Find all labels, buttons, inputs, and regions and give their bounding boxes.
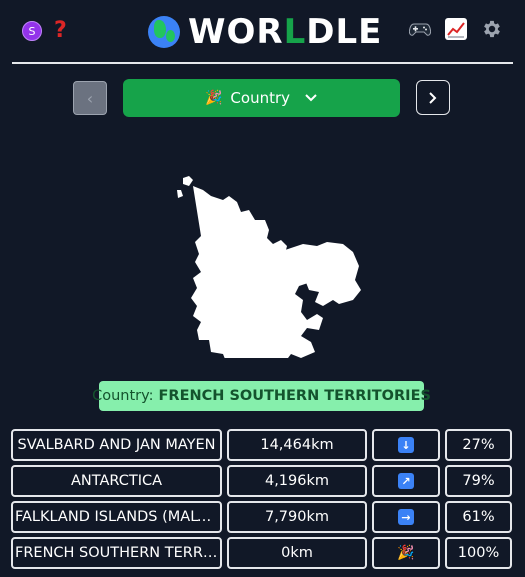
logo-prefix: WOR	[188, 12, 284, 52]
next-mode-button[interactable]	[416, 80, 450, 115]
avatar[interactable]: S	[22, 21, 42, 41]
arrow-up-right-icon: ↗	[398, 473, 414, 489]
guess-direction: ↗	[372, 465, 440, 497]
controller-icon[interactable]	[409, 18, 431, 40]
chevron-right-icon	[429, 91, 437, 104]
logo-text: WORLDLE	[188, 12, 382, 52]
guess-country: FALKLAND ISLANDS (MALVINAS)	[11, 501, 222, 533]
guess-distance: 7,790km	[227, 501, 367, 533]
guess-direction: ↓	[372, 429, 440, 461]
logo-suffix: DLE	[306, 12, 383, 52]
party-popper-icon: 🎉	[204, 90, 223, 106]
guess-country: ANTARCTICA	[11, 465, 222, 497]
header: S ? WORLDLE	[12, 0, 513, 64]
question-mark-icon[interactable]: ?	[54, 18, 67, 43]
mode-dropdown-button[interactable]: 🎉 Country	[123, 79, 400, 117]
guess-direction: 🎉	[372, 537, 440, 569]
guess-distance: 14,464km	[227, 429, 367, 461]
guess-country-text: SVALBARD AND JAN MAYEN	[17, 437, 216, 453]
guess-country: FRENCH SOUTHERN TERRITORIES	[11, 537, 222, 569]
mode-label: Country	[230, 89, 291, 107]
guess-distance: 4,196km	[227, 465, 367, 497]
guess-row: FRENCH SOUTHERN TERRITORIES 0km 🎉 100%	[11, 537, 512, 569]
guess-direction: →	[372, 501, 440, 533]
guess-row: ANTARCTICA 4,196km ↗ 79%	[11, 465, 512, 497]
chart-icon[interactable]	[445, 18, 467, 40]
answer-value: FRENCH SOUTHERN TERRITORIES	[158, 388, 431, 404]
guess-distance: 0km	[227, 537, 367, 569]
header-left: S ?	[22, 20, 67, 42]
country-silhouette	[177, 176, 361, 358]
gear-icon[interactable]	[481, 18, 503, 40]
logo: WORLDLE	[148, 12, 382, 52]
guess-row: FALKLAND ISLANDS (MALVINAS) 7,790km → 61…	[11, 501, 512, 533]
header-right	[409, 18, 503, 40]
guess-row: SVALBARD AND JAN MAYEN 14,464km ↓ 27%	[11, 429, 512, 461]
guess-country: SVALBARD AND JAN MAYEN	[11, 429, 222, 461]
guess-percent: 27%	[445, 429, 512, 461]
chevron-down-icon	[305, 94, 317, 102]
chevron-left-icon: ‹	[86, 88, 94, 108]
guess-country-text: FALKLAND ISLANDS (MALVINAS)	[15, 509, 218, 525]
globe-icon	[148, 16, 180, 48]
answer-label: Country:	[92, 388, 154, 404]
party-popper-icon: 🎉	[397, 545, 415, 561]
arrow-right-icon: →	[398, 509, 414, 525]
guess-percent: 79%	[445, 465, 512, 497]
answer-banner: Country: FRENCH SOUTHERN TERRITORIES	[92, 381, 431, 411]
guess-country-text: ANTARCTICA	[70, 473, 163, 489]
previous-mode-button[interactable]: ‹	[73, 81, 107, 115]
guess-percent: 100%	[445, 537, 512, 569]
guess-country-text: FRENCH SOUTHERN TERRITORIES	[15, 545, 218, 561]
guess-percent: 61%	[445, 501, 512, 533]
logo-highlight: L	[283, 12, 307, 52]
arrow-down-icon: ↓	[398, 437, 414, 453]
